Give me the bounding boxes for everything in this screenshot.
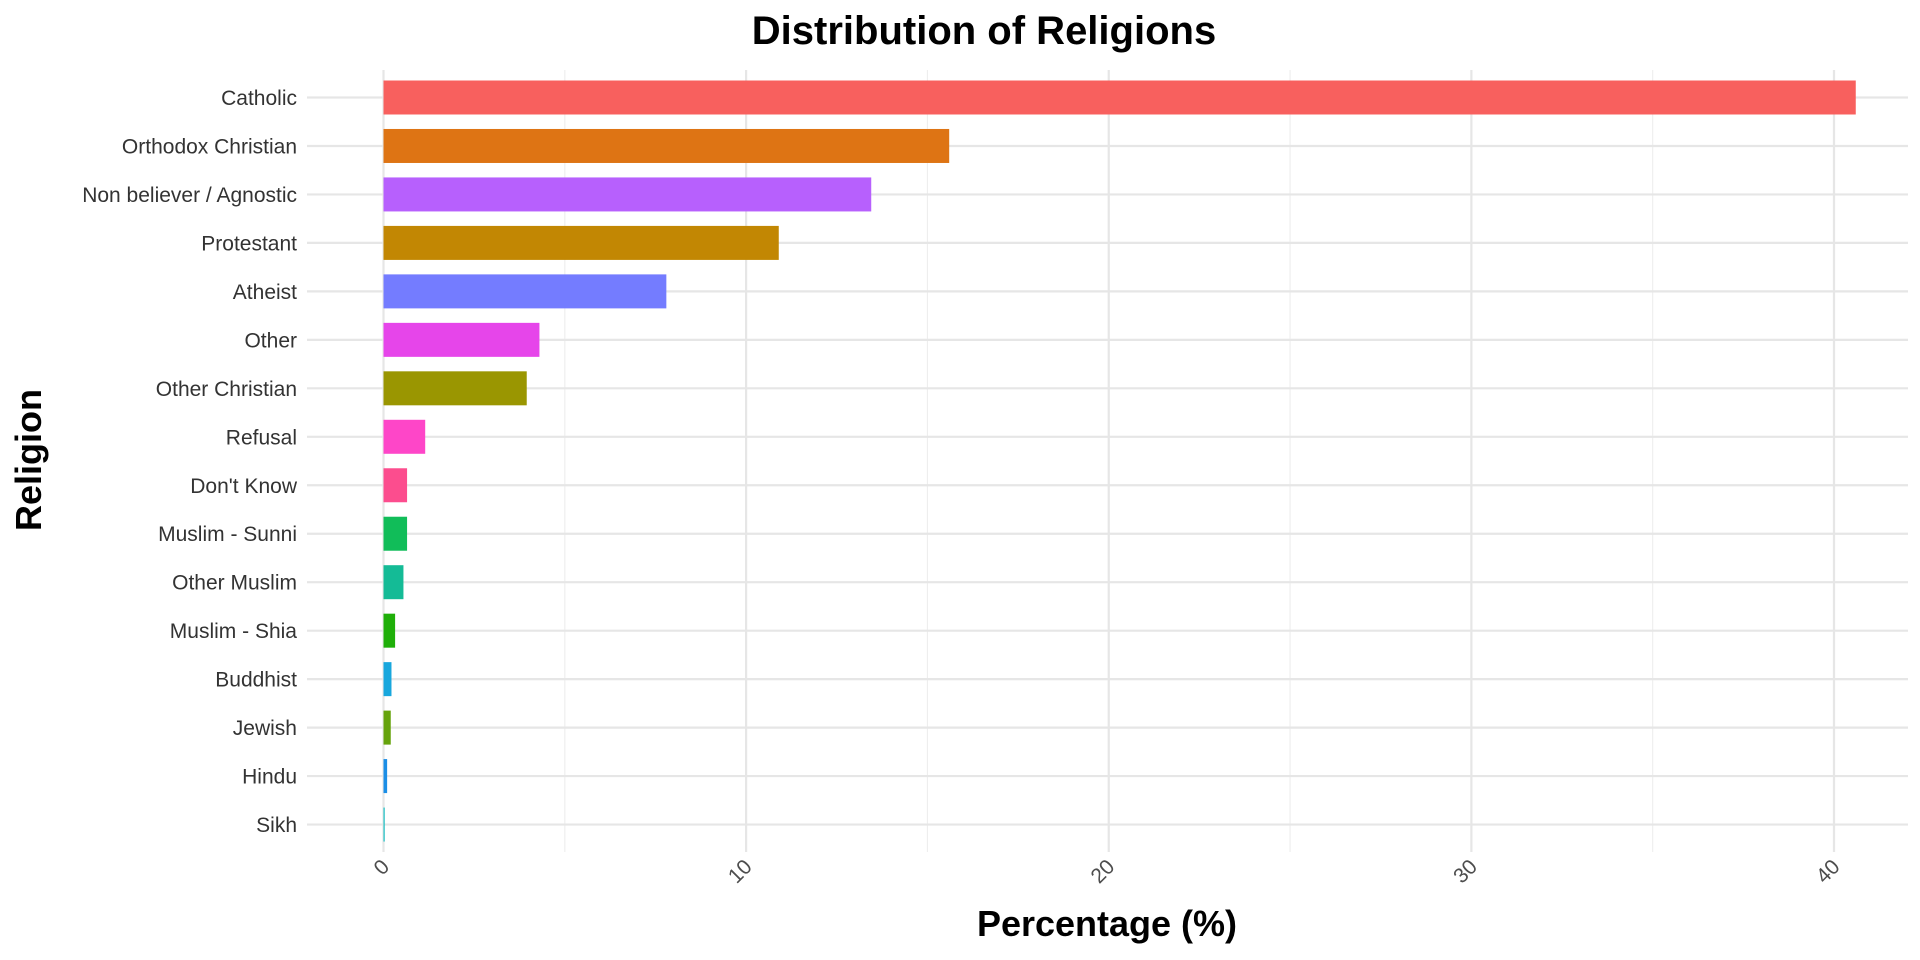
category-label: Buddhist xyxy=(215,669,297,692)
category-label: Muslim - Shia xyxy=(170,620,298,643)
bar-muslim-sunni xyxy=(383,516,408,551)
bar-orthodox-christian xyxy=(383,128,950,163)
category-label: Don't Know xyxy=(190,475,298,498)
category-label: Hindu xyxy=(242,766,297,789)
bar-jewish xyxy=(383,710,391,745)
category-label: Non believer / Agnostic xyxy=(82,184,297,207)
category-labels: Catholic Orthodox Christian Non believer /… xyxy=(82,87,298,837)
bar-refusal xyxy=(383,419,426,454)
category-label: Sikh xyxy=(256,814,297,837)
x-tick-label: 20 xyxy=(1087,855,1120,888)
bar-other xyxy=(383,322,540,357)
bar-buddhist xyxy=(383,662,392,697)
bar-non-believer-agnostic xyxy=(383,177,872,212)
x-tick-label: 30 xyxy=(1449,855,1482,888)
category-label: Other Muslim xyxy=(172,572,297,595)
x-tick-label: 10 xyxy=(724,855,757,888)
category-label: Orthodox Christian xyxy=(122,135,297,158)
x-tick-label: 40 xyxy=(1812,855,1845,888)
x-tick-labels: 0 10 20 30 40 xyxy=(370,855,1845,888)
category-label: Atheist xyxy=(233,281,297,304)
chart-title: Distribution of Religions xyxy=(752,9,1216,53)
category-label: Refusal xyxy=(226,426,297,449)
bar-hindu xyxy=(383,759,388,794)
bar-don-t-know xyxy=(383,468,408,503)
bar-layer xyxy=(383,80,1856,842)
bar-other-muslim xyxy=(383,565,404,600)
category-label: Other Christian xyxy=(156,378,297,401)
bar-catholic xyxy=(383,80,1856,115)
x-axis-title: Percentage (%) xyxy=(977,903,1237,944)
bar-protestant xyxy=(383,225,779,260)
bar-atheist xyxy=(383,274,667,309)
category-label: Jewish xyxy=(233,717,297,740)
category-label: Protestant xyxy=(201,232,297,255)
y-axis-title: Religion xyxy=(8,389,49,531)
bar-other-christian xyxy=(383,371,527,406)
x-tick-label: 0 xyxy=(370,855,395,880)
category-label: Muslim - Sunni xyxy=(158,523,297,546)
bar-muslim-shia xyxy=(383,613,396,648)
category-label: Catholic xyxy=(221,87,297,110)
bar-sikh xyxy=(383,807,385,842)
category-label: Other xyxy=(244,329,297,352)
